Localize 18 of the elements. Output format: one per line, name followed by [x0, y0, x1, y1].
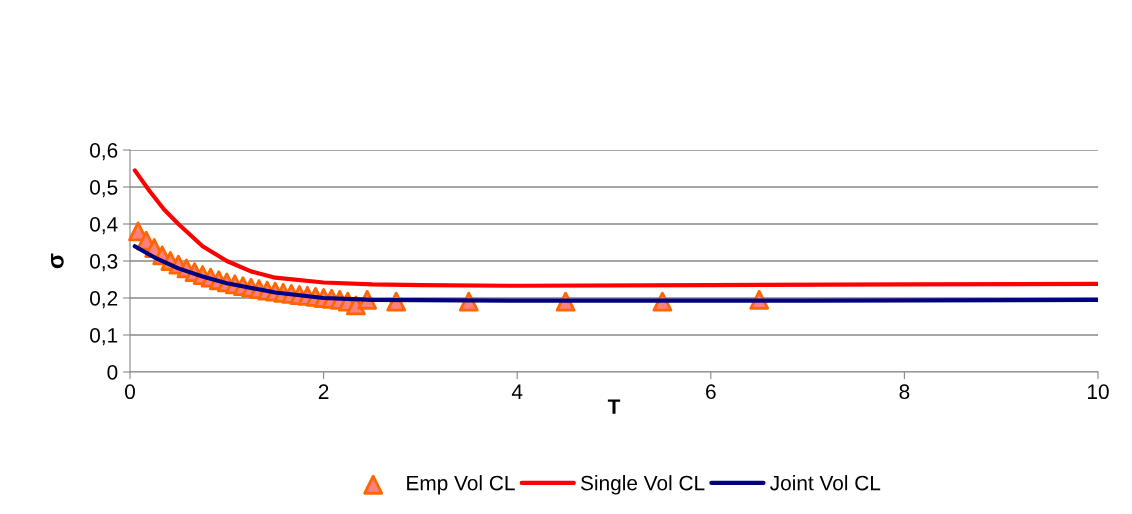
x-tick-label: 8 [899, 384, 910, 400]
y-tick-label: 0,4 [90, 217, 118, 235]
x-tick-label: 6 [706, 384, 716, 400]
x-tick-label: 10 [1088, 384, 1109, 400]
y-axis-title: σ [51, 253, 64, 269]
legend-label: Emp Vol CL [407, 475, 515, 495]
y-tick-label: 0,3 [90, 254, 118, 272]
y-tick-label: 0,1 [90, 328, 118, 346]
x-tick-label: 0 [125, 384, 135, 400]
legend-label: Joint Vol CL [770, 475, 881, 491]
y-tick-label: 0,5 [90, 180, 118, 198]
y-tick-label: 0,6 [90, 143, 118, 161]
x-tick-label: 4 [511, 384, 523, 399]
legend-label: Single Vol CL [580, 475, 705, 495]
y-tick-label: 0 [107, 365, 118, 380]
x-axis-title: T [607, 399, 621, 414]
x-tick-label: 2 [318, 384, 329, 399]
y-tick-label: 0,2 [90, 291, 118, 309]
